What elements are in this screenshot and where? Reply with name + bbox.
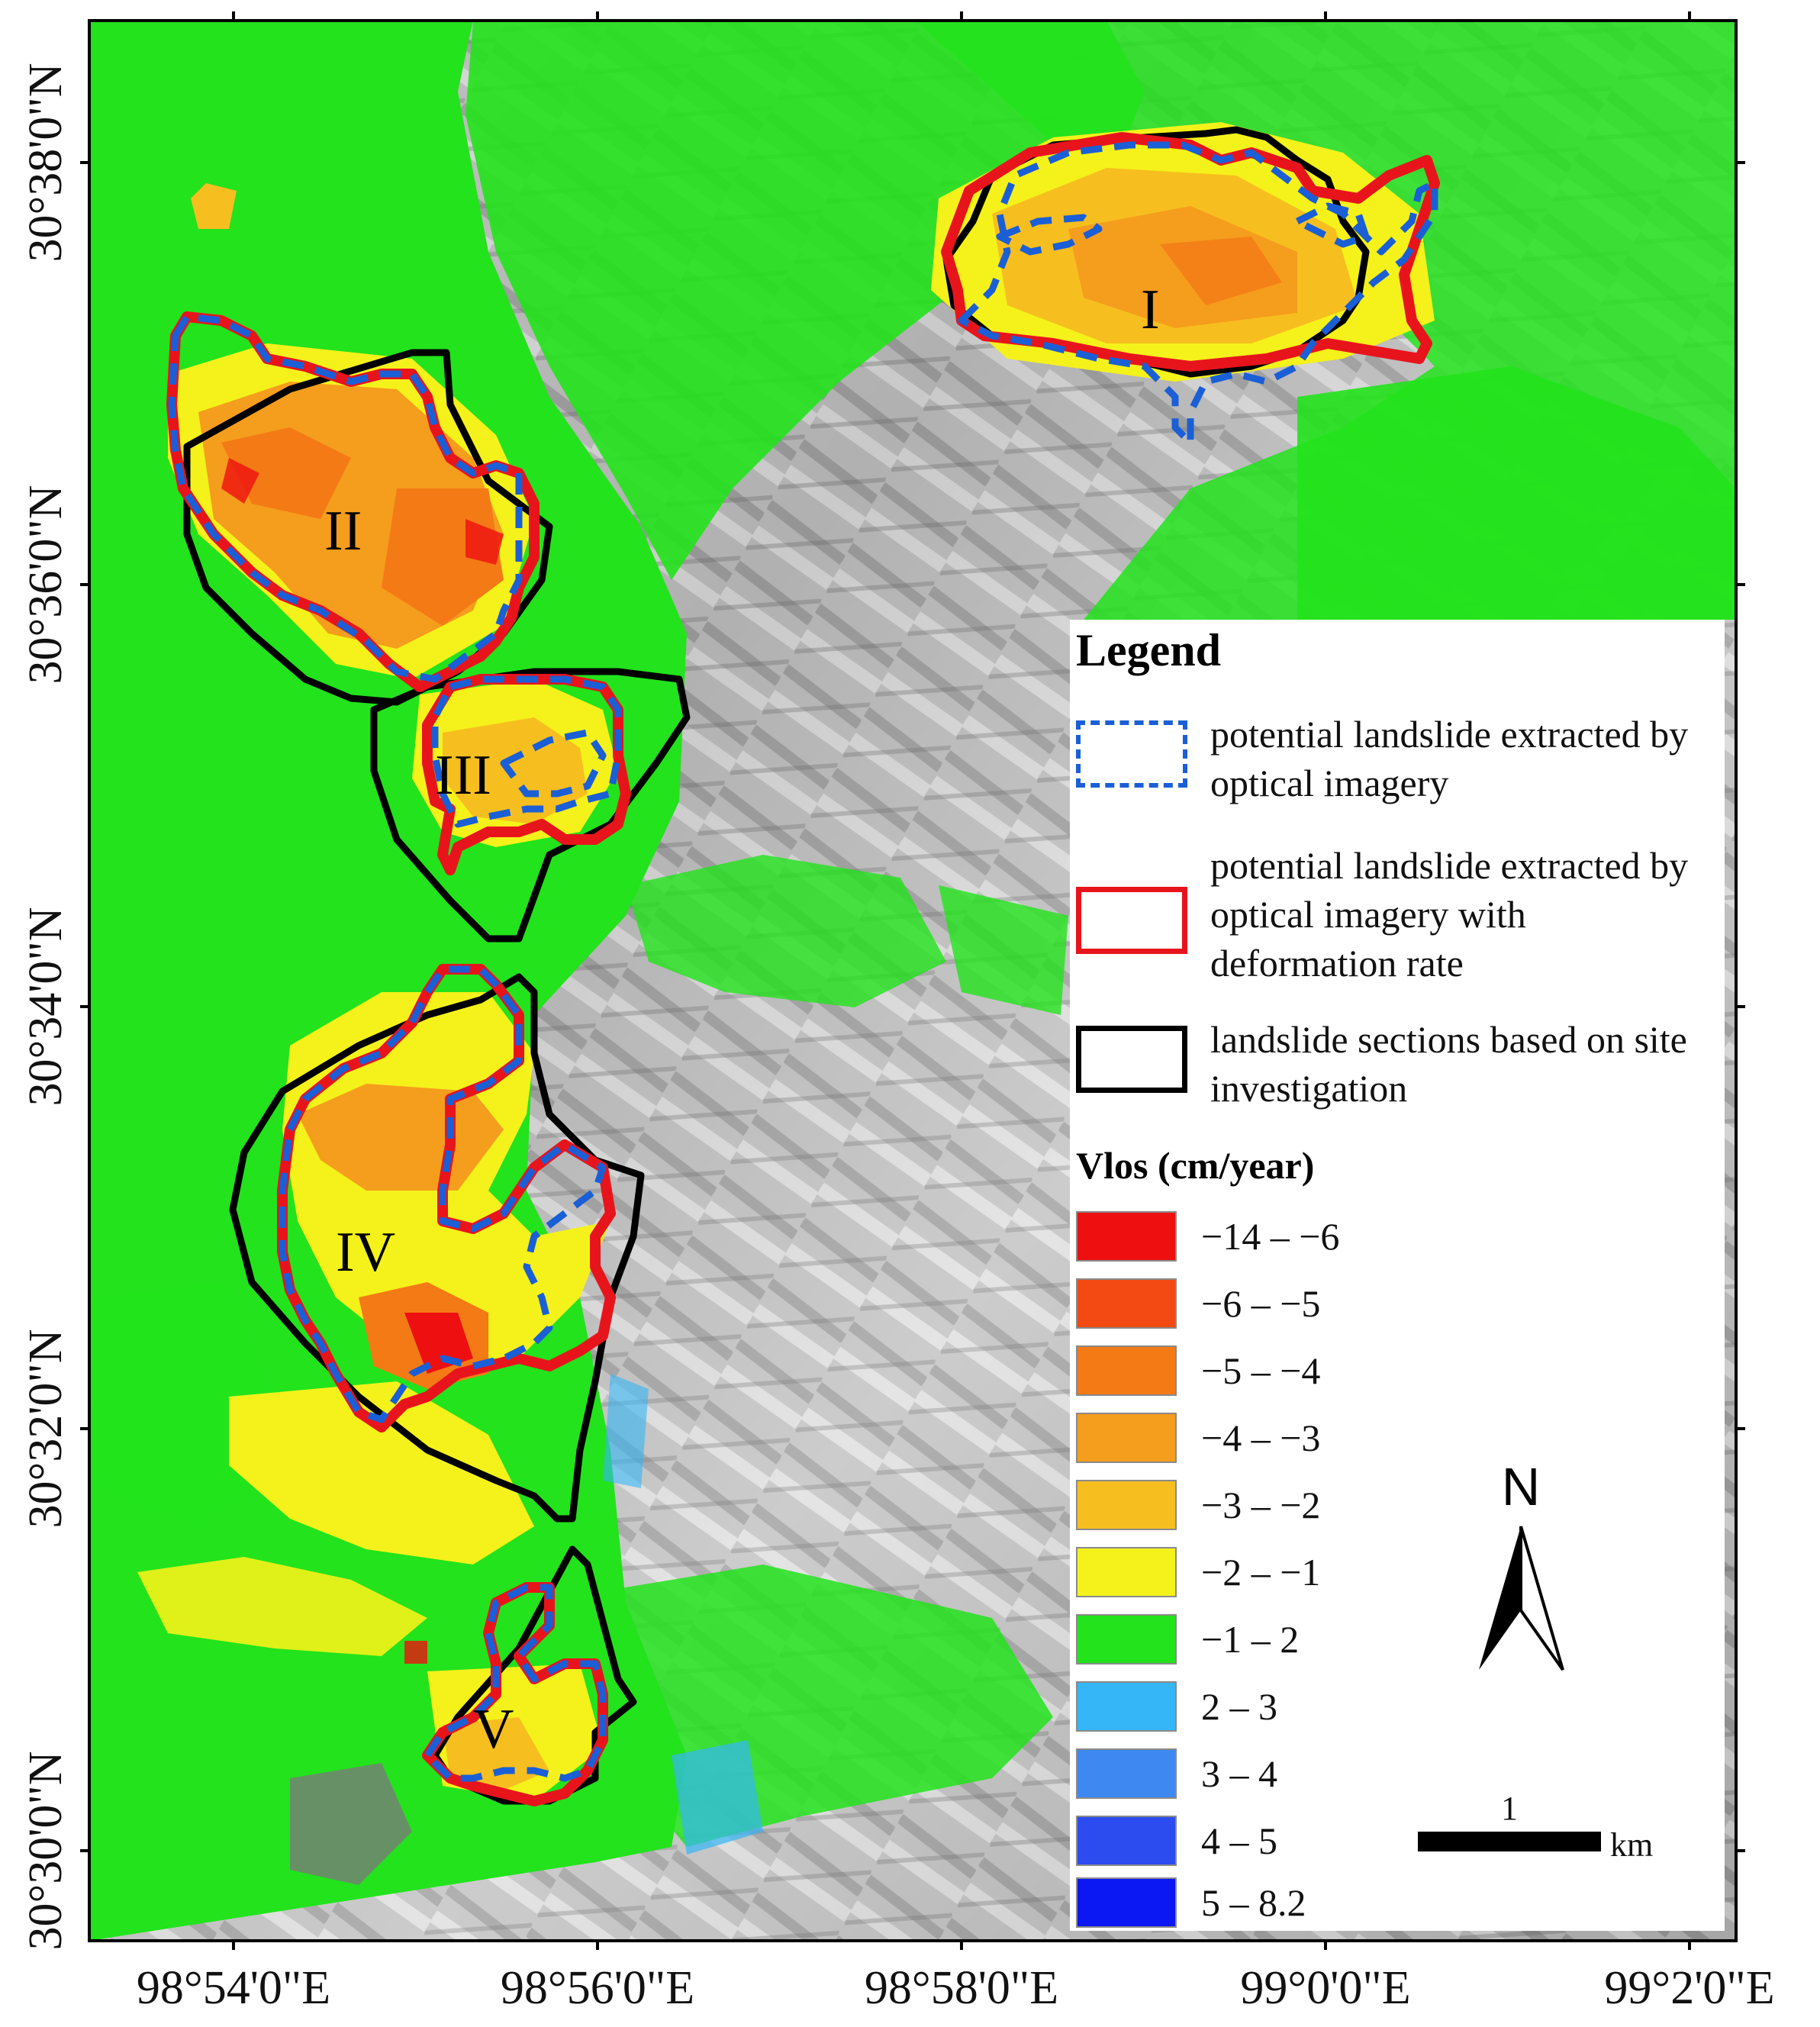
vlos-class-swatch: [1076, 1816, 1177, 1866]
latitude-labels: 30°38'0"N 30°36'0"N 30°34'0"N 30°32'0"N …: [20, 63, 72, 1950]
scale-bar-value: 1: [1501, 1793, 1518, 1827]
legend-item-optical: potential landslide extracted by optical…: [1076, 710, 1725, 832]
lat-tick-label: 30°34'0"N: [20, 907, 72, 1106]
vlos-class-label: −1 – 2: [1201, 1618, 1300, 1661]
vlos-class-swatch: [1076, 1547, 1177, 1597]
lon-tick-label: 98°54'0"E: [137, 1962, 330, 2014]
legend-panel: Legend potential landslide extracted by …: [1070, 620, 1725, 1931]
ticks: [80, 11, 1745, 1950]
vlos-class-swatch: [1076, 1480, 1177, 1530]
vlos-class-swatch: [1076, 1413, 1177, 1463]
lon-tick-label: 98°58'0"E: [865, 1962, 1058, 2014]
region-label-ii: II: [324, 500, 362, 562]
vlos-class-label: −5 – −4: [1201, 1349, 1321, 1392]
vlos-class-label: 5 – 8.2: [1201, 1881, 1306, 1924]
lat-tick-label: 30°38'0"N: [20, 63, 72, 262]
vlos-class-row: −4 – −3: [1076, 1413, 1381, 1466]
vlos-class-swatch: [1076, 1211, 1177, 1262]
legend-item-site-investigation: landslide sections based on site investi…: [1076, 1015, 1725, 1137]
vlos-class-row: −5 – −4: [1076, 1345, 1381, 1399]
region-label-v: V: [473, 1698, 514, 1761]
lon-tick-label: 99°0'0"E: [1240, 1962, 1410, 2014]
legend-title: Legend: [1076, 625, 1222, 675]
region-labels: I II III IV V: [324, 279, 1160, 1761]
vlos-class-label: 2 – 3: [1201, 1685, 1277, 1728]
legend-item-optical-deformation: potential landslide extracted by optical…: [1076, 841, 1725, 984]
vlos-class-swatch: [1076, 1345, 1177, 1396]
vlos-class-row: −6 – −5: [1076, 1278, 1381, 1332]
optical-outlines: [168, 141, 1438, 1782]
vlos-class-row: 3 – 4: [1076, 1748, 1381, 1802]
vlos-class-row: −1 – 2: [1076, 1614, 1381, 1668]
legend-swatch-blue-dashed: [1076, 720, 1187, 788]
legend-swatch-red: [1076, 887, 1187, 954]
legend-item-label: potential landslide extracted by optical…: [1210, 844, 1689, 984]
north-letter: N: [1502, 1458, 1541, 1516]
vlos-class-row: 2 – 3: [1076, 1681, 1381, 1735]
region-label-iii: III: [435, 744, 491, 807]
vlos-class-row: −3 – −2: [1076, 1480, 1381, 1533]
vlos-class-label: 3 – 4: [1201, 1752, 1277, 1795]
vlos-scale-title: Vlos (cm/year): [1076, 1144, 1315, 1187]
vlos-class-label: −14 – −6: [1201, 1215, 1340, 1258]
vlos-class-swatch: [1076, 1614, 1177, 1664]
vlos-class-label: 4 – 5: [1201, 1819, 1277, 1862]
vlos-class-row: 5 – 8.2: [1076, 1877, 1381, 1931]
vlos-class-swatch: [1076, 1681, 1177, 1732]
lon-tick-label: 98°56'0"E: [501, 1962, 694, 2014]
legend-swatch-black: [1076, 1026, 1187, 1093]
vlos-class-row: −2 – −1: [1076, 1547, 1381, 1600]
scale-bar-unit: km: [1610, 1826, 1653, 1862]
lat-tick-label: 30°36'0"N: [20, 485, 72, 684]
vlos-class-swatch: [1076, 1877, 1177, 1928]
vlos-class-swatch: [1076, 1748, 1177, 1799]
legend-item-label: landslide sections based on site investi…: [1210, 1018, 1687, 1110]
vlos-class-row: −14 – −6: [1076, 1211, 1381, 1265]
region-label-i: I: [1141, 279, 1160, 341]
lon-tick-label: 99°2'0"E: [1604, 1962, 1774, 2014]
vlos-class-label: −4 – −3: [1201, 1416, 1321, 1459]
map-frame: [88, 19, 1738, 1942]
scale-bar: 1 km: [1418, 1793, 1653, 1862]
region-label-iv: IV: [336, 1221, 395, 1284]
lat-tick-label: 30°30'0"N: [20, 1751, 72, 1950]
legend-item-label: potential landslide extracted by optical…: [1210, 713, 1689, 804]
vlos-class-swatch: [1076, 1278, 1177, 1329]
vlos-class-row: 4 – 5: [1076, 1816, 1381, 1869]
lat-tick-label: 30°32'0"N: [20, 1329, 72, 1528]
vlos-class-label: −6 – −5: [1201, 1282, 1321, 1325]
landslide-outlines: [166, 126, 1440, 1806]
deformation-raster: [89, 21, 1736, 1941]
vlos-class-label: −3 – −2: [1201, 1484, 1321, 1526]
longitude-labels: 98°54'0"E 98°56'0"E 98°58'0"E 99°0'0"E 9…: [137, 1962, 1775, 2014]
vlos-class-label: −2 – −1: [1201, 1551, 1321, 1594]
north-arrow-icon: N: [1479, 1458, 1564, 1671]
